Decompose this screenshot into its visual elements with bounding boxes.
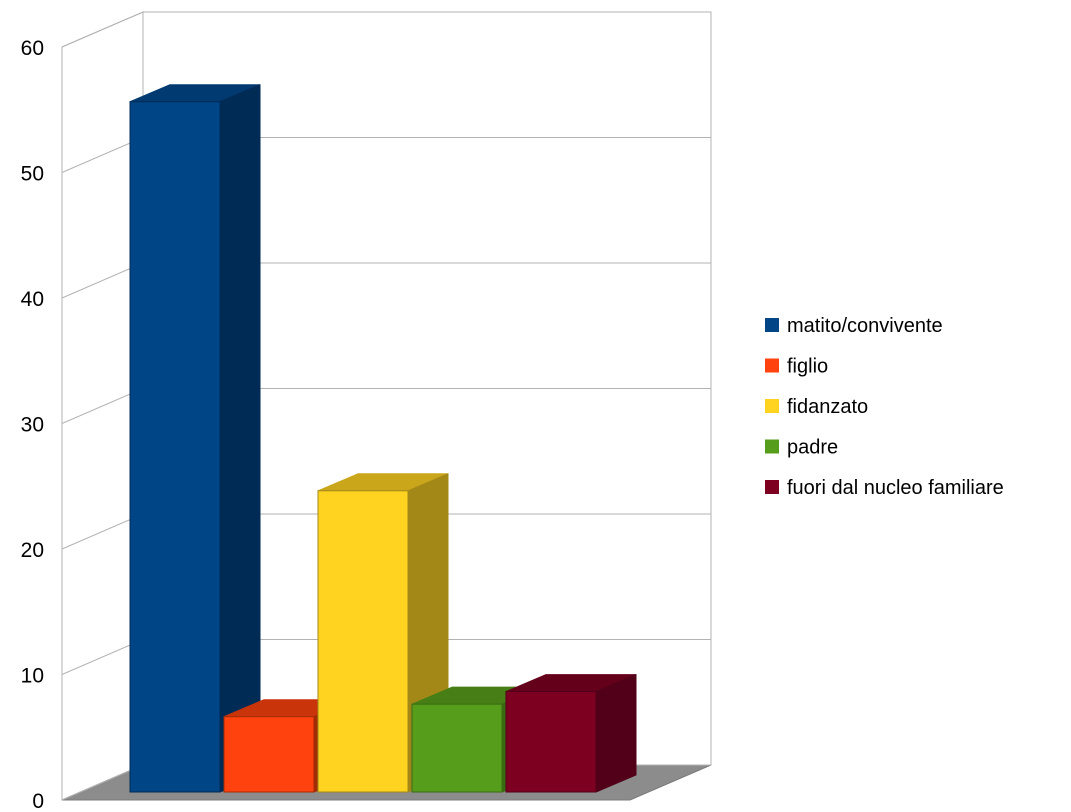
legend-swatch (765, 439, 779, 454)
legend-label: padre (787, 437, 838, 459)
legend-swatch (765, 358, 779, 373)
bar-front (317, 490, 409, 793)
legend-label: figlio (787, 356, 828, 378)
bar-front (129, 101, 221, 793)
y-axis: 0 10 20 30 40 50 60 (21, 37, 44, 812)
bars (129, 84, 637, 793)
bar-front (411, 703, 503, 793)
legend-label: fuori dal nucleo familiare (787, 477, 1004, 499)
legend-label: matito/convivente (787, 315, 943, 337)
bar (505, 674, 637, 793)
bar-side (595, 674, 637, 793)
legend-item: figlio (765, 356, 828, 378)
y-tick-label: 0 (32, 790, 44, 812)
legend-item: fuori dal nucleo familiare (765, 477, 1004, 499)
legend-swatch (765, 318, 779, 332)
y-tick-label: 50 (21, 163, 44, 186)
legend-label: fidanzato (787, 396, 868, 418)
legend-item: padre (765, 437, 838, 459)
legend-swatch (765, 480, 779, 494)
bar (129, 84, 261, 793)
y-tick-label: 10 (21, 665, 44, 688)
y-tick-label: 40 (21, 288, 44, 311)
legend-swatch (765, 399, 779, 413)
bar-front (505, 691, 597, 793)
legend: matito/convivente figlio fidanzato padre fuo… (765, 315, 1004, 499)
y-tick-label: 60 (21, 37, 44, 60)
y-tick-label: 20 (21, 539, 44, 562)
gridline-side (61, 11, 144, 48)
bar-side (219, 84, 261, 793)
legend-item: matito/convivente (765, 315, 943, 337)
legend-item: fidanzato (765, 396, 868, 418)
y-tick-label: 30 (21, 414, 44, 437)
bar-front (223, 716, 315, 793)
